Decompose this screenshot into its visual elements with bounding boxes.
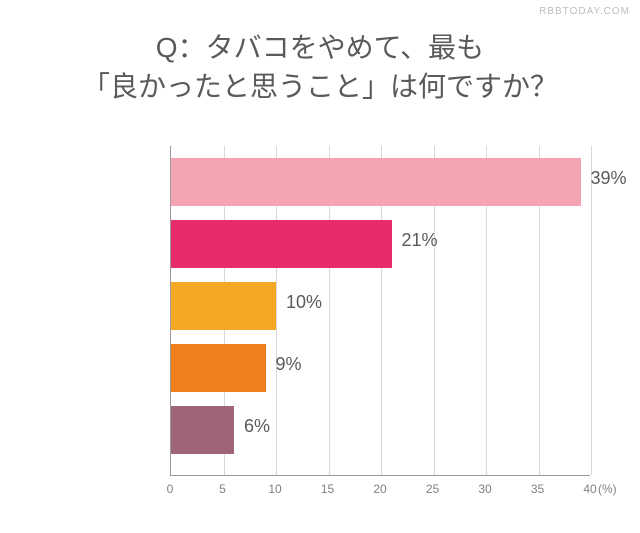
bar	[171, 406, 234, 454]
value-label: 6%	[244, 416, 270, 437]
bar	[171, 158, 581, 206]
x-tick-label: 40	[580, 482, 600, 496]
title-line-2: 「良かったと思うこと」は何ですか？	[82, 71, 558, 102]
value-label: 39%	[591, 168, 627, 189]
value-label: 9%	[276, 354, 302, 375]
plot-area: 出費が減った39%体調が良くなった21%ご飯が美味しくなった10%家族が喜んだ9…	[170, 146, 590, 476]
x-axis-unit: (%)	[598, 482, 617, 496]
watermark: RBBTODAY.COM	[539, 6, 630, 17]
bar	[171, 220, 392, 268]
bar	[171, 282, 276, 330]
gridline	[591, 146, 592, 475]
x-tick-label: 30	[475, 482, 495, 496]
bar	[171, 344, 266, 392]
value-label: 21%	[402, 230, 438, 251]
title-line-1: Q：タバコをやめて、最も	[156, 32, 484, 63]
x-tick-label: 25	[423, 482, 443, 496]
x-tick-label: 5	[213, 482, 233, 496]
x-tick-label: 10	[265, 482, 285, 496]
x-tick-label: 15	[318, 482, 338, 496]
value-label: 10%	[286, 292, 322, 313]
x-tick-label: 35	[528, 482, 548, 496]
x-tick-label: 20	[370, 482, 390, 496]
bar-chart: 出費が減った39%体調が良くなった21%ご飯が美味しくなった10%家族が喜んだ9…	[170, 146, 590, 506]
x-tick-label: 0	[160, 482, 180, 496]
